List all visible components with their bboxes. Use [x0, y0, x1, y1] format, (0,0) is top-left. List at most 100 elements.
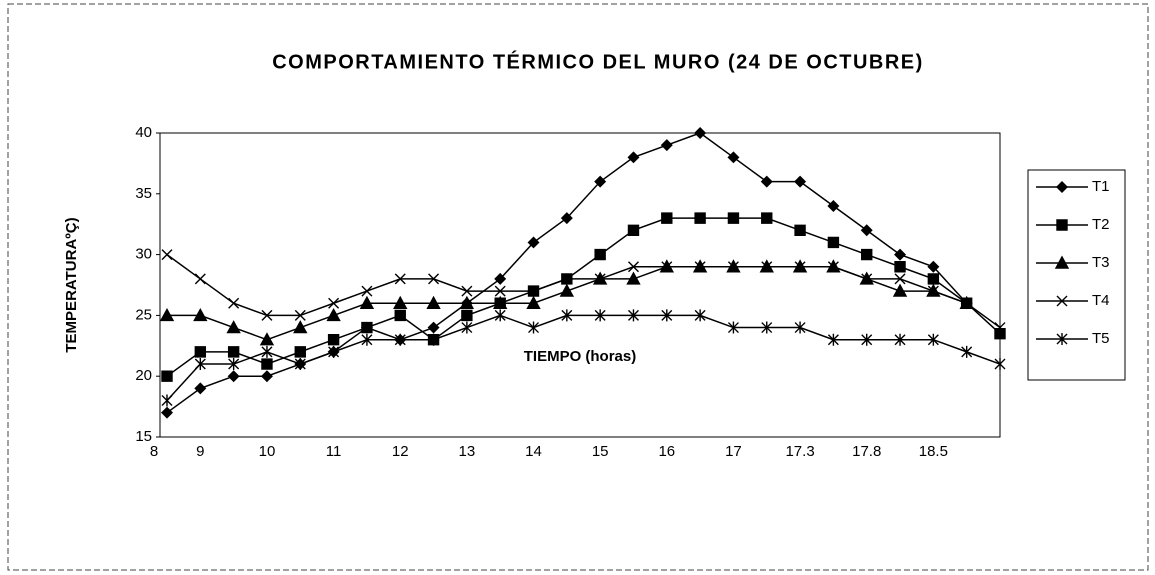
marker — [961, 345, 973, 358]
y-tick-label: 30 — [135, 246, 152, 263]
marker — [528, 285, 540, 297]
marker — [1056, 219, 1068, 231]
marker — [161, 370, 173, 382]
marker — [594, 273, 606, 285]
marker — [794, 224, 806, 236]
y-tick-label: 25 — [135, 306, 152, 323]
legend-label: T4 — [1092, 292, 1110, 309]
marker — [228, 297, 240, 309]
marker — [927, 333, 939, 346]
legend-label: T2 — [1092, 216, 1110, 233]
marker — [426, 295, 441, 309]
marker — [494, 272, 507, 285]
y-tick-label: 40 — [135, 124, 152, 141]
marker — [161, 406, 173, 419]
marker — [559, 283, 575, 297]
marker — [227, 370, 240, 383]
marker — [661, 212, 673, 224]
marker — [627, 151, 640, 164]
marker — [294, 358, 306, 371]
x-tick-label: 14 — [525, 443, 542, 460]
marker — [1056, 181, 1068, 193]
marker — [594, 309, 606, 322]
x-tick-label: 13 — [459, 443, 476, 460]
marker — [493, 295, 508, 309]
marker — [661, 309, 673, 322]
marker — [860, 224, 873, 237]
y-tick-label: 35 — [135, 185, 152, 202]
marker — [228, 358, 240, 371]
marker — [428, 273, 440, 285]
marker — [526, 295, 541, 309]
marker — [561, 309, 573, 322]
marker — [827, 199, 840, 212]
marker — [561, 273, 573, 285]
marker — [261, 309, 273, 321]
x-tick-label: 18.5 — [919, 443, 948, 460]
marker — [494, 309, 506, 322]
marker — [394, 309, 406, 322]
marker — [927, 260, 940, 273]
marker — [894, 273, 906, 285]
marker — [459, 295, 475, 309]
legend — [1027, 169, 1126, 381]
marker — [594, 175, 607, 188]
marker — [194, 273, 206, 285]
marker — [361, 333, 373, 346]
x-tick-label: 10 — [259, 443, 276, 460]
marker — [393, 295, 408, 309]
plot-area — [159, 132, 1001, 438]
marker — [894, 261, 906, 273]
marker — [994, 358, 1006, 371]
marker — [727, 151, 740, 164]
marker — [694, 127, 707, 139]
marker — [259, 332, 275, 346]
marker — [294, 309, 306, 321]
marker — [627, 309, 639, 322]
marker — [294, 346, 306, 358]
marker — [226, 320, 241, 334]
marker — [527, 236, 540, 249]
marker — [760, 175, 773, 188]
marker — [727, 261, 739, 273]
marker — [394, 273, 406, 285]
x-tick-label: 12 — [392, 443, 409, 460]
marker — [727, 321, 739, 334]
marker — [427, 321, 440, 334]
marker — [161, 394, 173, 407]
marker — [260, 370, 273, 383]
x-tick-label: 17.3 — [785, 443, 814, 460]
marker — [428, 333, 440, 346]
legend-label: T1 — [1092, 178, 1110, 195]
marker — [727, 212, 740, 224]
marker — [494, 285, 506, 297]
marker — [627, 224, 640, 236]
series-line — [166, 314, 1001, 402]
marker — [461, 285, 473, 297]
marker — [194, 358, 206, 371]
marker — [193, 307, 208, 322]
marker — [394, 333, 406, 346]
series-line — [166, 253, 1001, 329]
marker — [227, 346, 240, 358]
marker — [326, 307, 341, 322]
marker — [461, 309, 473, 322]
marker — [761, 321, 773, 334]
marker — [626, 271, 641, 285]
x-tick-label: 17 — [725, 443, 742, 460]
series-line — [166, 132, 968, 414]
marker — [827, 333, 839, 346]
marker — [293, 320, 308, 334]
marker — [794, 175, 807, 188]
marker — [361, 321, 373, 334]
marker — [894, 248, 907, 261]
marker — [761, 261, 773, 273]
marker — [694, 261, 706, 273]
x-axis-label: TIEMPO (horas) — [524, 348, 637, 365]
x-tick-label: 17.8 — [852, 443, 881, 460]
y-tick-label: 15 — [135, 428, 152, 445]
marker — [194, 346, 207, 358]
marker — [861, 273, 873, 285]
marker — [894, 333, 906, 346]
